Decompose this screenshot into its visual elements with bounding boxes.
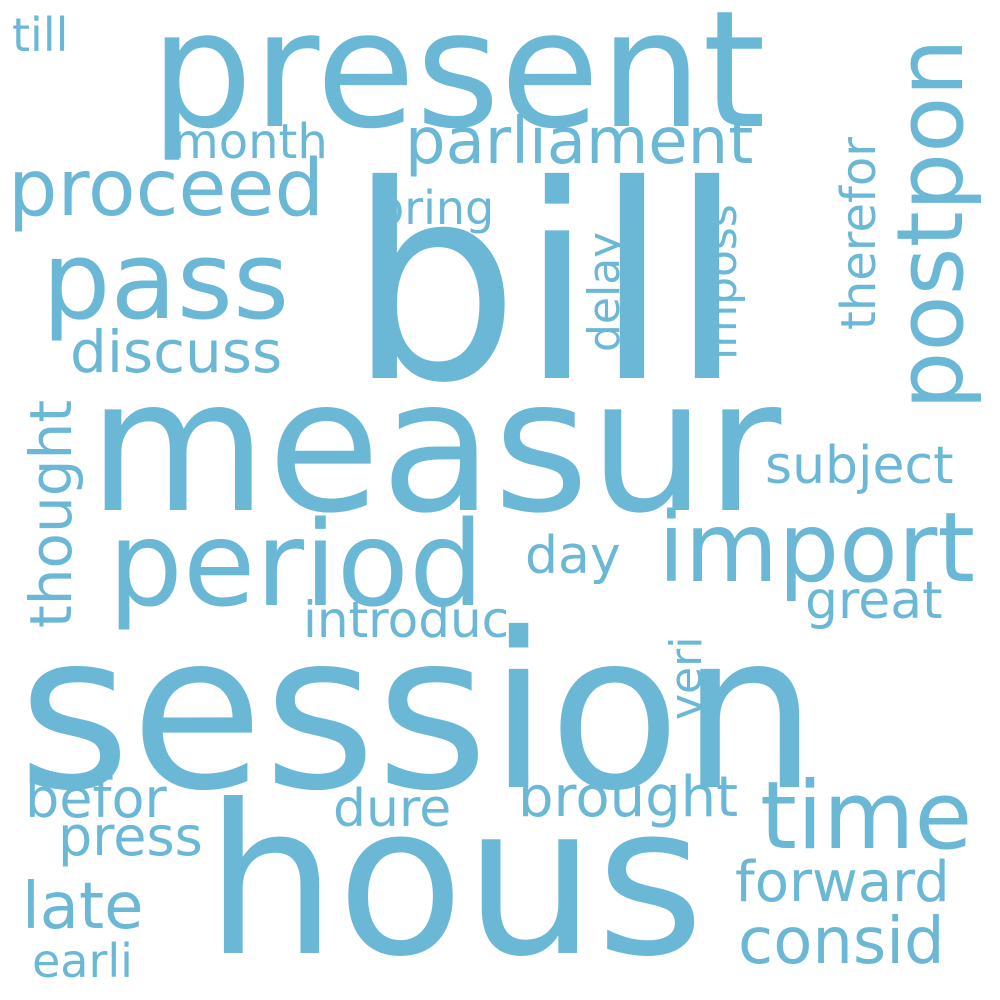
- word-measur: measur: [88, 340, 782, 554]
- word-great: great: [805, 571, 943, 631]
- word-proceed: proceed: [8, 144, 324, 234]
- word-hous: hous: [205, 761, 705, 1000]
- word-pass: pass: [42, 219, 290, 344]
- word-befor: befor: [25, 767, 167, 830]
- word-consid: consid: [738, 905, 945, 979]
- word-press: press: [58, 805, 203, 868]
- word-import: import: [658, 492, 975, 604]
- word-present: present: [150, 0, 766, 165]
- word-introduc: introduc: [303, 591, 510, 649]
- word-veri: veri: [661, 636, 712, 720]
- word-time: time: [760, 762, 973, 871]
- word-imposs: imposs: [696, 204, 747, 360]
- word-bring: bring: [375, 181, 495, 235]
- word-period: period: [108, 495, 484, 633]
- word-bill: bill: [348, 127, 745, 442]
- word-parliament: parliament: [405, 105, 754, 179]
- word-month: month: [172, 114, 328, 170]
- word-discuss: discuss: [70, 318, 283, 386]
- word-earli: earli: [32, 934, 133, 988]
- word-late: late: [22, 870, 144, 944]
- word-dure: dure: [333, 779, 452, 839]
- word-delay: delay: [579, 231, 630, 352]
- word-brought: brought: [518, 765, 739, 830]
- word-subject: subject: [765, 436, 954, 496]
- word-session: session: [18, 587, 818, 838]
- word-forward: forward: [735, 850, 950, 915]
- word-therefor: therefor: [831, 137, 887, 330]
- word-till: till: [12, 8, 69, 62]
- word-day: day: [525, 526, 621, 586]
- word-postpon: postpon: [877, 38, 984, 410]
- word-thought: thought: [17, 399, 85, 628]
